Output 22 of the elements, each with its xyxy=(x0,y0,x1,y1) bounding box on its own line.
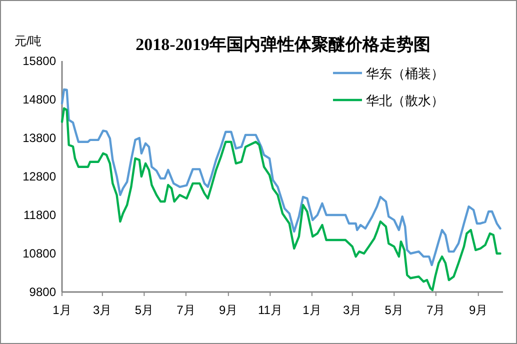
y-tick-label: 13800 xyxy=(22,131,56,145)
x-tick-label: 3月 xyxy=(93,303,112,317)
title: 2018-2019年国内弹性体聚醚价格走势图 xyxy=(136,35,430,54)
x-tick-label: 1月 xyxy=(52,303,72,317)
x-tick-label: 3月 xyxy=(343,303,362,317)
y-tick-label: 14800 xyxy=(22,92,56,106)
legend-label: 华北（散水） xyxy=(366,93,444,108)
x-tick-label: 11月 xyxy=(258,303,282,317)
y-tick-label: 11800 xyxy=(24,208,56,222)
x-tick-label: 7月 xyxy=(426,303,446,317)
y-tick-label: 9800 xyxy=(29,285,56,299)
x-tick-label: 1月 xyxy=(302,303,322,317)
x-tick-label: 9月 xyxy=(219,303,238,317)
x-tick-label: 9月 xyxy=(469,303,488,317)
x-tick-label: 5月 xyxy=(134,303,154,317)
x-tick-label: 7月 xyxy=(176,303,196,317)
legend-label: 华东（桶装） xyxy=(366,66,444,81)
ylabel: 元/吨 xyxy=(14,34,42,48)
y-tick-label: 12800 xyxy=(22,170,56,184)
y-tick-label: 15800 xyxy=(22,54,56,68)
y-tick-label: 10800 xyxy=(22,246,56,260)
x-tick-label: 5月 xyxy=(384,303,404,317)
